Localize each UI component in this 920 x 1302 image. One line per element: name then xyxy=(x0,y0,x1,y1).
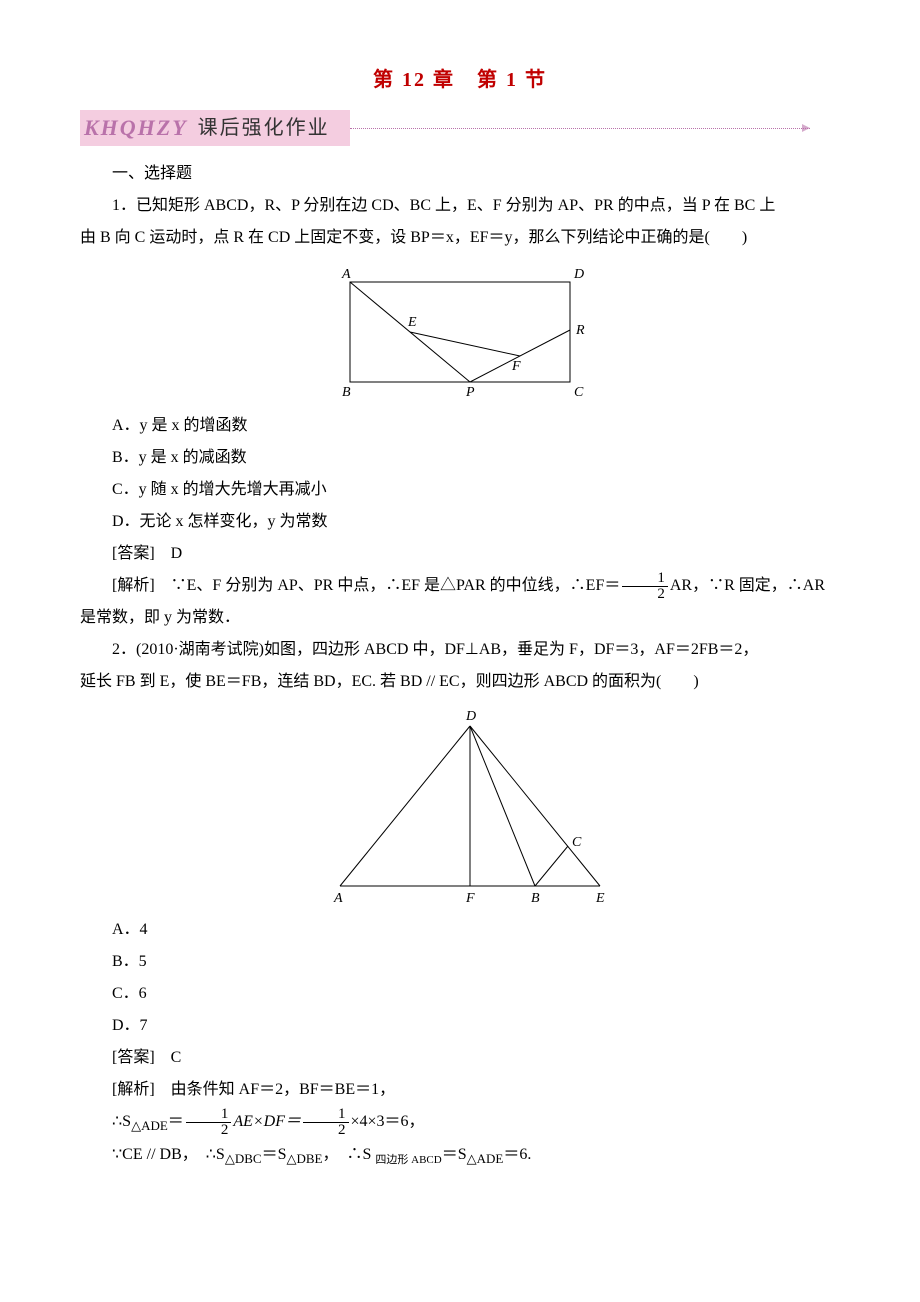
q2-figure: D A F B E C xyxy=(310,706,610,906)
q2-l2-mid1: ＝ xyxy=(168,1113,184,1130)
q1-opt-d: D．无论 x 怎样变化，y 为常数 xyxy=(80,506,840,538)
q2-frac2-den: 2 xyxy=(303,1123,349,1138)
q1-label-e: E xyxy=(407,315,417,330)
q1-figure: A D B C P R E F xyxy=(330,262,590,402)
q2-label-a: A xyxy=(333,891,343,906)
q1-ana-pre: [解析] ∵E、F 分别为 AP、PR 中点，∴EF 是△PAR 的中位线，∴E… xyxy=(112,577,620,594)
q2-line-bc xyxy=(535,846,568,886)
banner-text: 课后强化作业 xyxy=(194,110,350,146)
q2-line-de xyxy=(470,726,600,886)
q2-label-b: B xyxy=(531,891,540,906)
q2-l3-s1: △DBC xyxy=(225,1151,262,1166)
q1-line-ef xyxy=(410,332,520,356)
q2-l3-p4: ＝S xyxy=(442,1146,467,1163)
q1-stem-line2: 由 B 向 C 运动时，点 R 在 CD 上固定不变，设 BP＝x，EF＝y，那… xyxy=(80,222,840,254)
q1-label-f: F xyxy=(511,359,521,374)
q1-label-c: C xyxy=(574,385,584,400)
q2-l2-pre: ∴S xyxy=(112,1113,131,1130)
q2-l3-p2: ＝S xyxy=(262,1146,287,1163)
q1-frac-num: 1 xyxy=(622,571,668,587)
q2-frac2: 12 xyxy=(303,1107,349,1138)
q2-label-e: E xyxy=(595,891,605,906)
q2-analysis-line1: [解析] 由条件知 AF＝2，BF＝BE＝1， xyxy=(80,1074,840,1106)
q1-stem-line1: 1．已知矩形 ABCD，R、P 分别在边 CD、BC 上，E、F 分别为 AP、… xyxy=(80,190,840,222)
banner: KHQHZY 课后强化作业 xyxy=(80,110,840,146)
q1-analysis-line1: [解析] ∵E、F 分别为 AP、PR 中点，∴EF 是△PAR 的中位线，∴E… xyxy=(80,570,840,602)
q2-analysis-line2: ∴S△ADE＝12AE×DF＝12×4×3＝6， xyxy=(80,1106,840,1139)
q2-line-db xyxy=(470,726,535,886)
q2-stem-line1: 2．(2010·湖南考试院)如图，四边形 ABCD 中，DF⊥AB，垂足为 F，… xyxy=(80,634,840,666)
q2-analysis-line3: ∵CE // DB， ∴S△DBC＝S△DBE， ∴S 四边形 ABCD＝S△A… xyxy=(80,1139,840,1172)
q2-l3-s4: △ADE xyxy=(467,1151,504,1166)
q1-frac-den: 2 xyxy=(622,587,668,602)
q2-l2-sub1: △ADE xyxy=(131,1118,168,1133)
q1-label-d: D xyxy=(573,267,584,282)
q1-analysis-line2: 是常数，即 y 为常数． xyxy=(80,602,840,634)
q2-l3-s2: △DBE xyxy=(286,1151,322,1166)
q2-l3-p5: ＝6. xyxy=(503,1146,531,1163)
q2-label-c: C xyxy=(572,835,582,850)
q2-l3-s3: 四边形 ABCD xyxy=(375,1154,441,1166)
q2-answer: [答案] C xyxy=(80,1042,840,1074)
q1-label-p: P xyxy=(465,385,475,400)
q1-answer: [答案] D xyxy=(80,538,840,570)
q2-l3-p1: ∵CE // DB， ∴S xyxy=(112,1146,225,1163)
q2-opt-d: D．7 xyxy=(80,1010,840,1042)
chapter-title: 第 12 章 第 1 节 xyxy=(80,60,840,100)
q2-line-ad xyxy=(340,726,470,886)
q2-l2-mid2: AE×DF＝ xyxy=(233,1113,301,1130)
q1-frac: 12 xyxy=(622,571,668,602)
section-header: 一、选择题 xyxy=(80,158,840,190)
q2-frac1-num: 1 xyxy=(186,1107,232,1123)
q2-frac1-den: 2 xyxy=(186,1123,232,1138)
q1-opt-a: A．y 是 x 的增函数 xyxy=(80,410,840,442)
q1-label-b: B xyxy=(342,385,351,400)
q2-label-f: F xyxy=(465,891,475,906)
q2-label-d: D xyxy=(465,709,476,724)
banner-arrow xyxy=(350,110,840,146)
q1-opt-c: C．y 随 x 的增大先增大再减小 xyxy=(80,474,840,506)
q1-ana-mid: AR，∵R 固定，∴AR xyxy=(670,577,825,594)
banner-code: KHQHZY xyxy=(80,110,194,146)
q1-label-r: R xyxy=(575,323,585,338)
q2-opt-c: C．6 xyxy=(80,978,840,1010)
q2-stem-line2: 延长 FB 到 E，使 BE＝FB，连结 BD，EC. 若 BD // EC，则… xyxy=(80,666,840,698)
q2-opt-b: B．5 xyxy=(80,946,840,978)
q1-label-a: A xyxy=(341,267,351,282)
q1-rect xyxy=(350,282,570,382)
q2-opt-a: A．4 xyxy=(80,914,840,946)
q2-l2-post: ×4×3＝6， xyxy=(351,1113,425,1130)
q2-frac2-num: 1 xyxy=(303,1107,349,1123)
q2-l3-p3: ， ∴S xyxy=(322,1146,375,1163)
q1-opt-b: B．y 是 x 的减函数 xyxy=(80,442,840,474)
q2-frac1: 12 xyxy=(186,1107,232,1138)
